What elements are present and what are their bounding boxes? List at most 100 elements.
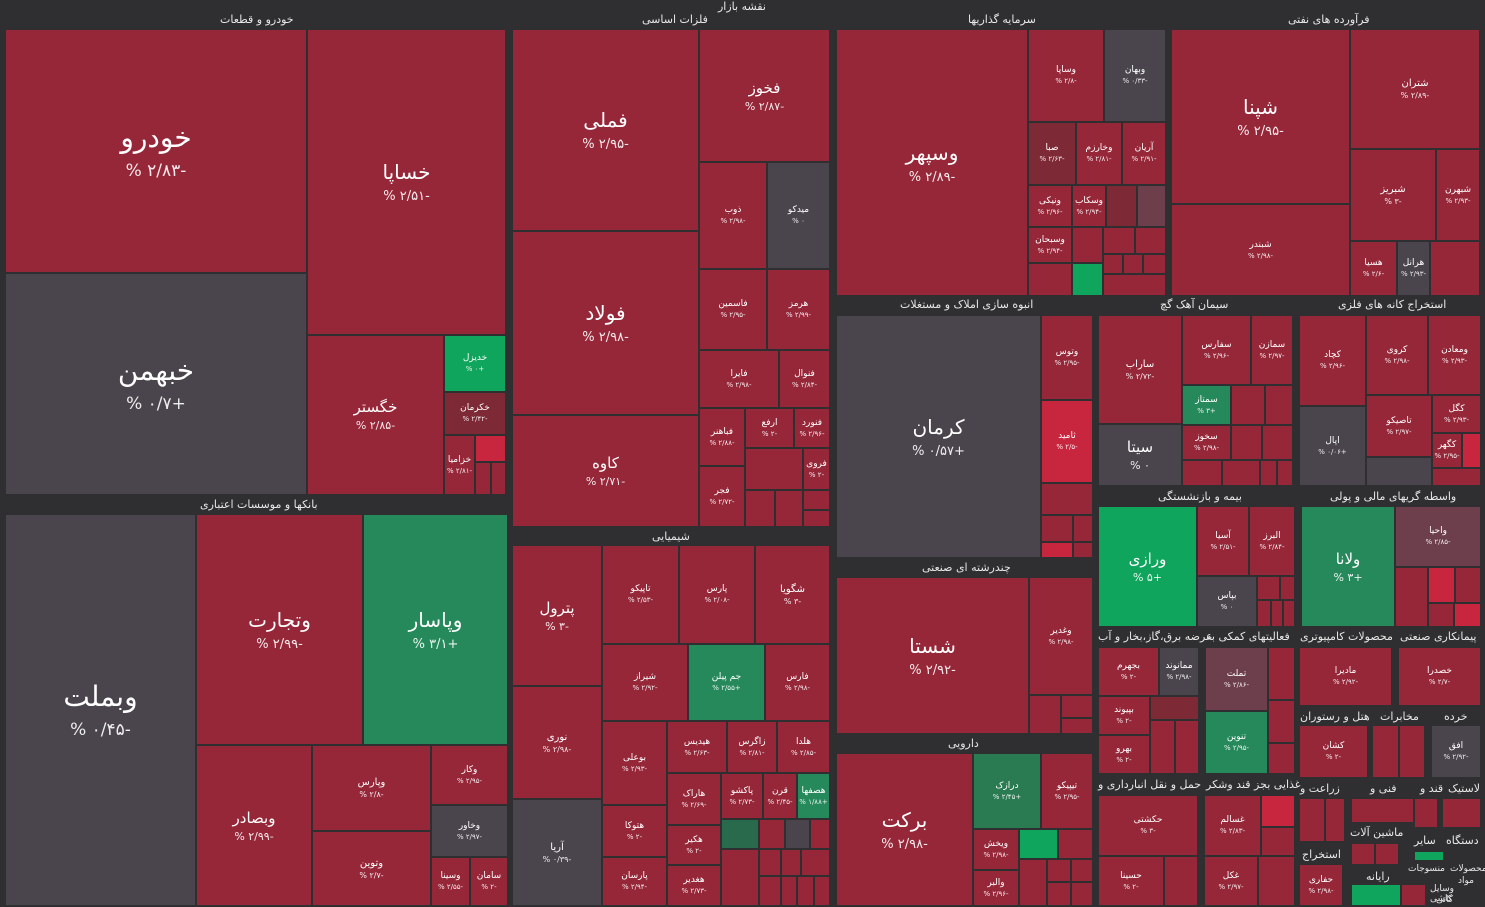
- stock-tile[interactable]: [759, 876, 781, 906]
- stock-tile[interactable]: پاکشو -۲/۷۳ %: [721, 773, 763, 819]
- stock-tile[interactable]: واحیا -۲/۸۵ %: [1395, 506, 1481, 567]
- sector-header[interactable]: کاشی: [1430, 894, 1453, 904]
- stock-tile[interactable]: [721, 819, 759, 849]
- stock-tile[interactable]: البرز -۲/۸۴ %: [1249, 506, 1295, 576]
- stock-tile[interactable]: خبهمن +۰/۷ %: [5, 273, 307, 495]
- stock-tile[interactable]: شیراز -۲/۹۲ %: [602, 644, 688, 721]
- sector-header[interactable]: هتل و رستوران: [1300, 710, 1370, 723]
- stock-tile[interactable]: [1442, 798, 1481, 828]
- stock-tile[interactable]: وپارس -۲/۸ %: [312, 745, 431, 831]
- stock-tile[interactable]: [810, 819, 830, 849]
- stock-tile[interactable]: هسیا -۲/۶ %: [1350, 241, 1397, 296]
- stock-tile[interactable]: حفاری -۲/۹۸ %: [1299, 864, 1343, 906]
- stock-tile[interactable]: وتجارت -۲/۹۹ %: [196, 514, 363, 745]
- stock-tile[interactable]: [1182, 460, 1222, 486]
- sector-header[interactable]: کانی: [1436, 895, 1454, 905]
- stock-tile[interactable]: [1351, 843, 1375, 865]
- stock-tile[interactable]: [801, 849, 830, 876]
- stock-tile[interactable]: [1372, 725, 1399, 778]
- stock-tile[interactable]: [1375, 843, 1399, 865]
- stock-tile[interactable]: ذوب -۲/۹۸ %: [699, 162, 767, 269]
- sector-header[interactable]: سیمان آهک گچ: [1160, 298, 1229, 311]
- stock-tile[interactable]: وتوین -۲/۷ %: [312, 831, 431, 906]
- stock-tile[interactable]: زاگرس -۲/۸۱ %: [727, 721, 777, 773]
- stock-tile[interactable]: [1428, 567, 1455, 603]
- stock-tile[interactable]: [1401, 884, 1426, 906]
- stock-tile[interactable]: هاراک -۲/۶۹ %: [667, 773, 721, 825]
- stock-tile[interactable]: بپاس ۰ %: [1197, 576, 1257, 627]
- stock-tile[interactable]: [1261, 795, 1295, 827]
- stock-tile[interactable]: فارس -۲/۹۸ %: [765, 644, 830, 721]
- sector-header[interactable]: شیمیایی: [652, 530, 690, 543]
- stock-tile[interactable]: هکیر -۲ %: [667, 825, 721, 865]
- stock-tile[interactable]: [491, 462, 506, 495]
- sector-header[interactable]: استخراج کانه های فلزی: [1338, 298, 1447, 311]
- stock-tile[interactable]: [745, 490, 775, 527]
- sector-header[interactable]: محصولات کامپیوتری: [1300, 630, 1393, 643]
- stock-tile[interactable]: وخارزم -۲/۸۱ %: [1076, 122, 1122, 185]
- stock-tile[interactable]: ونیکی -۲/۹۶ %: [1028, 185, 1072, 227]
- stock-tile[interactable]: تاپیکو -۲/۵۳ %: [602, 545, 679, 644]
- stock-tile[interactable]: [1073, 515, 1093, 542]
- stock-tile[interactable]: کروی -۲/۹۸ %: [1366, 315, 1428, 395]
- stock-tile[interactable]: فنورد -۲/۹۶ %: [794, 408, 830, 448]
- stock-tile[interactable]: [1019, 829, 1058, 859]
- stock-tile[interactable]: آسیا -۲/۵۱ %: [1197, 506, 1249, 576]
- stock-tile[interactable]: هتوکا -۲ %: [602, 805, 667, 857]
- sector-header[interactable]: انبوه سازی املاک و مستغلات: [900, 298, 1034, 311]
- stock-tile[interactable]: ساراب -۲/۷۲ %: [1098, 315, 1182, 424]
- stock-tile[interactable]: [1019, 859, 1047, 906]
- stock-tile[interactable]: [1428, 603, 1454, 627]
- stock-tile[interactable]: پارسان -۲/۹۴ %: [602, 857, 667, 906]
- stock-tile[interactable]: [1257, 600, 1271, 627]
- stock-tile[interactable]: فایرا -۲/۹۸ %: [699, 350, 779, 408]
- sector-header[interactable]: سایر: [1414, 834, 1436, 847]
- stock-tile[interactable]: سیتا ۰ %: [1098, 424, 1182, 486]
- stock-tile[interactable]: وغدیر -۲/۹۸ %: [1029, 577, 1093, 695]
- stock-tile[interactable]: شپنا -۲/۹۵ %: [1171, 29, 1350, 204]
- stock-tile[interactable]: [1150, 696, 1199, 720]
- stock-tile[interactable]: وسکاب -۲/۹۴ %: [1072, 185, 1106, 227]
- stock-tile[interactable]: [759, 849, 781, 876]
- stock-tile[interactable]: [1414, 851, 1444, 861]
- stock-tile[interactable]: [1280, 576, 1295, 600]
- stock-tile[interactable]: [1351, 798, 1414, 823]
- stock-tile[interactable]: [1265, 385, 1293, 425]
- stock-tile[interactable]: تیپیکو -۲/۹۵ %: [1041, 753, 1093, 829]
- stock-tile[interactable]: [1137, 185, 1166, 227]
- stock-tile[interactable]: سمازن -۲/۹۷ %: [1251, 315, 1293, 385]
- stock-tile[interactable]: [1258, 856, 1295, 906]
- sector-header[interactable]: وسایل: [1430, 884, 1454, 894]
- stock-tile[interactable]: [1455, 567, 1481, 603]
- stock-tile[interactable]: [1325, 798, 1345, 842]
- sector-header[interactable]: دستگاه: [1446, 834, 1479, 847]
- stock-tile[interactable]: شتران -۲/۸۹ %: [1350, 29, 1480, 149]
- stock-tile[interactable]: [803, 490, 830, 510]
- sector-header[interactable]: مواد: [1458, 876, 1474, 886]
- stock-tile[interactable]: فروی -۲ %: [803, 448, 830, 490]
- sector-header[interactable]: عرضه برق،گاز،بخار و آب: [1098, 630, 1213, 643]
- stock-tile[interactable]: [1041, 483, 1093, 515]
- stock-tile[interactable]: [1351, 884, 1401, 906]
- stock-tile[interactable]: والبر -۲/۹۶ %: [973, 870, 1019, 906]
- stock-tile[interactable]: وپاسار +۳/۱ %: [363, 514, 508, 745]
- stock-tile[interactable]: [1366, 457, 1432, 486]
- stock-tile[interactable]: وبصادر -۲/۹۹ %: [196, 745, 312, 906]
- stock-tile[interactable]: بجهرم -۲ %: [1098, 647, 1159, 696]
- stock-tile[interactable]: آریا -۰/۳۹ %: [512, 799, 602, 906]
- stock-tile[interactable]: هغدیر -۲/۷۳ %: [667, 865, 721, 906]
- stock-tile[interactable]: هصفها +۱/۸۸ %: [797, 773, 830, 819]
- stock-tile[interactable]: [1072, 263, 1103, 296]
- sector-header[interactable]: مخابرات: [1380, 710, 1419, 723]
- stock-tile[interactable]: [1399, 725, 1425, 778]
- stock-tile[interactable]: [1028, 263, 1072, 296]
- stock-tile[interactable]: هیدیس -۲/۶۳ %: [667, 721, 727, 773]
- stock-tile[interactable]: [1231, 425, 1262, 460]
- stock-tile[interactable]: [1299, 798, 1325, 842]
- sector-header[interactable]: واسطه گریهای مالی و پولی: [1330, 490, 1457, 503]
- sector-header[interactable]: ماشین آلات: [1350, 826, 1404, 839]
- stock-tile[interactable]: وکار -۲/۹۵ %: [431, 745, 508, 805]
- stock-tile[interactable]: ممانوند -۲/۹۸ %: [1159, 647, 1199, 696]
- stock-tile[interactable]: [1164, 856, 1198, 906]
- stock-tile[interactable]: [1106, 185, 1137, 227]
